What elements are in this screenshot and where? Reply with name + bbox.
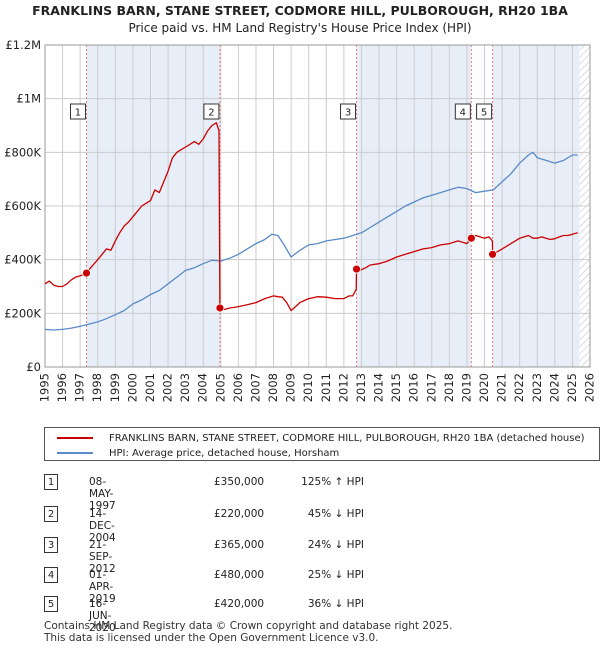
transaction-price: £220,000 [214,508,265,520]
transaction-date: 21-SEP-2012 [89,539,116,575]
plot-frame [44,44,591,368]
x-tick-label: 2024 [547,373,561,402]
x-tick-label: 2005 [213,373,227,402]
x-tick-label: 2006 [231,373,245,402]
x-tick-label: 2010 [301,373,315,402]
hpi-line [44,151,578,331]
x-tick-label: 2016 [407,373,421,402]
x-tick-label: 2019 [459,373,473,402]
legend-item-hpi: HPI: Average price, detached house, Hors… [45,446,339,460]
x-tick-label: 2015 [389,373,403,402]
transaction-number: 5 [44,596,58,612]
x-tick-label: 2008 [266,373,280,402]
sale-number-label: 3 [345,108,351,119]
legend-label-property: FRANKLINS BARN, STANE STREET, CODMORE HI… [109,432,585,444]
transaction-price: £480,000 [214,569,265,581]
transaction-hpi: 45% ↓ HPI [307,508,364,520]
transaction-date: 08-MAY-1997 [89,476,116,512]
legend-swatch-red [57,437,93,439]
transaction-number: 4 [44,567,58,583]
transaction-hpi: 125% ↑ HPI [301,476,364,488]
x-tick-label: 1997 [73,373,87,402]
y-tick-label: £200K [4,306,41,320]
transaction-number: 1 [44,474,58,490]
legend-label-hpi: HPI: Average price, detached house, Hors… [109,447,340,459]
sale-number-label: 1 [75,108,81,119]
y-tick-label: £400K [4,253,41,267]
y-tick-label: £1M [16,92,41,106]
x-tick-label: 2023 [530,373,544,402]
sale-number-box [203,103,220,120]
footer-copyright: Contains HM Land Registry data © Crown c… [44,620,453,632]
x-tick-label: 1996 [55,373,69,402]
legend-item-property: FRANKLINS BARN, STANE STREET, CODMORE HI… [45,431,585,445]
transaction-price: £350,000 [214,476,265,488]
x-tick-label: 2007 [248,373,262,402]
sale-point [466,233,476,243]
price-chart: £0 £200K £400K £600K £800K £1M £1.2M 1995 1996 19… [4,38,597,402]
x-tick-label: 2020 [477,373,491,402]
transaction-hpi: 36% ↓ HPI [307,598,364,610]
x-tick-label: 2025 [565,373,579,402]
y-tick-label: £600K [4,199,41,213]
x-tick-label: 2021 [495,373,509,402]
chart-subtitle: Price paid vs. HM Land Registry's House … [128,21,472,35]
sale-number-box [69,103,86,120]
chart-title: FRANKLINS BARN, STANE STREET, CODMORE HI… [32,3,568,18]
x-tick-label: 2003 [178,373,192,402]
x-tick-label: 2018 [442,373,456,402]
x-tick-label: 2004 [196,373,210,402]
x-tick-label: 1999 [108,373,122,402]
property-price-line [44,122,578,312]
x-tick-label: 2009 [284,373,298,402]
x-tick-label: 2026 [583,373,597,402]
sale-number-box [476,103,493,120]
x-tick-label: 2002 [161,373,175,402]
x-tick-label: 2001 [143,373,157,402]
transaction-date: 16-JUN-2020 [89,598,116,634]
transaction-price: £420,000 [214,598,265,610]
sale-point [352,264,361,274]
sale-number-label: 5 [481,108,487,119]
transaction-hpi: 25% ↓ HPI [307,569,364,581]
sale-point [215,303,225,313]
x-tick-label: 1998 [90,373,104,402]
transaction-price: £365,000 [214,539,265,551]
y-tick-label: £0 [26,360,41,374]
sale-number-box [454,103,471,120]
x-tick-label: 2017 [424,373,438,402]
x-tick-label: 2011 [319,373,333,402]
x-tick-label: 2000 [125,373,139,402]
sale-number-label: 4 [460,108,466,119]
transaction-date: 14-DEC-2004 [89,508,116,544]
sale-point [488,249,498,259]
footer-license: This data is licensed under the Open Gov… [44,632,379,644]
transaction-hpi: 24% ↓ HPI [307,539,364,551]
sale-number-label: 2 [208,108,214,119]
x-tick-label: 2014 [372,373,386,402]
legend-swatch-blue [57,452,93,454]
x-tick-label: 1995 [38,373,52,402]
sale-point [82,268,91,278]
x-tick-label: 2012 [336,373,350,402]
transaction-number: 2 [44,506,58,522]
y-tick-label: £800K [4,145,41,159]
transaction-number: 3 [44,537,58,553]
x-tick-label: 2013 [354,373,368,402]
sale-number-box [340,103,357,120]
y-tick-label: £1.2M [5,38,41,52]
x-tick-label: 2022 [512,373,526,402]
transaction-date: 01-APR-2019 [89,569,116,605]
legend: FRANKLINS BARN, STANE STREET, CODMORE HI… [44,427,600,461]
